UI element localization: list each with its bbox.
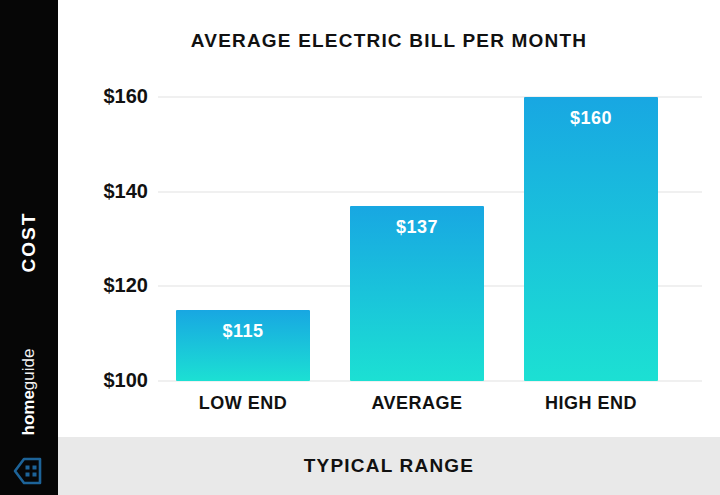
y-tick-label: $120 [68, 274, 148, 297]
bar-value-label: $115 [176, 321, 310, 342]
brand-wordmark-light: guide [19, 349, 38, 391]
x-tick-label: AVERAGE [332, 393, 502, 414]
bar-low-end: $115 [176, 310, 310, 381]
infographic-root: COST homeguide AVERAGE ELECTRIC BILL PER… [0, 0, 720, 495]
y-axis-title: COST [18, 212, 40, 273]
left-sidebar: COST homeguide [0, 0, 58, 495]
bar-high-end: $160 [524, 97, 658, 381]
y-tick-label: $100 [68, 369, 148, 392]
y-tick-label: $160 [68, 85, 148, 108]
bar-value-label: $160 [524, 108, 658, 129]
x-axis-title-strip: TYPICAL RANGE [58, 437, 720, 495]
x-axis-title: TYPICAL RANGE [304, 455, 474, 477]
y-tick-label: $140 [68, 180, 148, 203]
house-grid-icon [13, 455, 43, 487]
brand-wordmark-bold: home [19, 390, 38, 435]
x-tick-label: LOW END [158, 393, 328, 414]
chart-title: AVERAGE ELECTRIC BILL PER MONTH [58, 30, 720, 52]
bar-average: $137 [350, 206, 484, 381]
x-tick-label: HIGH END [506, 393, 676, 414]
chart: AVERAGE ELECTRIC BILL PER MONTH $160 $140… [58, 0, 720, 437]
bar-value-label: $137 [350, 217, 484, 238]
brand-wordmark: homeguide [19, 349, 39, 436]
